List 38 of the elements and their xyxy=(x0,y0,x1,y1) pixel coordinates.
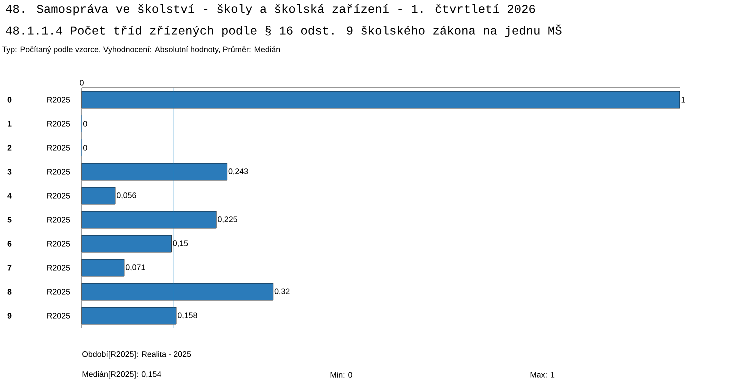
data-label: 0 xyxy=(84,121,88,127)
y-tick-label: 4 xyxy=(8,193,12,199)
y-tick-label: 6 xyxy=(8,241,12,247)
y-tick-label: 3 xyxy=(8,169,12,175)
text: R2025 xyxy=(48,97,70,103)
text: Období[R2025]: Realita - 2025 xyxy=(82,351,192,359)
text: Medián[R2025]: 0,154 xyxy=(82,371,162,379)
data-label: 0,15 xyxy=(173,240,188,248)
text: Min: 0 xyxy=(330,372,352,378)
text: R2025 xyxy=(48,313,70,319)
text: Typ: Počítaný podle vzorce, Vyhodnocení: Absolutní hodnoty, Průměr: Medián xyxy=(2,46,280,54)
data-label: 1 xyxy=(682,97,686,103)
y-tick-label: 0 xyxy=(8,97,12,103)
data-label: 0,243 xyxy=(228,168,248,176)
text: R2025 xyxy=(48,145,70,151)
data-label: 0,071 xyxy=(126,264,146,272)
y-tick-label: 2 xyxy=(8,145,12,151)
y-tick-label: 7 xyxy=(8,265,12,271)
text: R2025 xyxy=(48,265,70,271)
text: R2025 xyxy=(48,193,70,199)
text: R2025 xyxy=(48,217,70,223)
chart-subtitle: 48.1.1.4 Počet tříd zřízených podle § 16 odst. 9 školského zákona na jednu MŠ xyxy=(6,24,562,38)
y-tick-label: 5 xyxy=(8,217,12,223)
chart-title: 48. Samospráva ve školství - školy a školská zařízení - 1. čtvrtletí 2026 xyxy=(6,4,536,16)
text: R2025 xyxy=(48,241,70,247)
text: R2025 xyxy=(48,121,70,127)
y-tick-label: 1 xyxy=(8,121,12,127)
text: Max: 1 xyxy=(530,372,555,378)
data-label: 0,225 xyxy=(218,216,238,224)
data-label: 0,32 xyxy=(274,288,290,296)
data-label: 0 xyxy=(84,145,88,151)
text: R2025 xyxy=(48,289,70,295)
data-label: 0,056 xyxy=(117,192,136,200)
text: R2025 xyxy=(48,169,70,175)
text: 0 xyxy=(80,80,84,86)
data-label: 0,158 xyxy=(178,312,198,320)
y-tick-label: 9 xyxy=(8,313,12,319)
y-tick-label: 8 xyxy=(8,289,12,295)
